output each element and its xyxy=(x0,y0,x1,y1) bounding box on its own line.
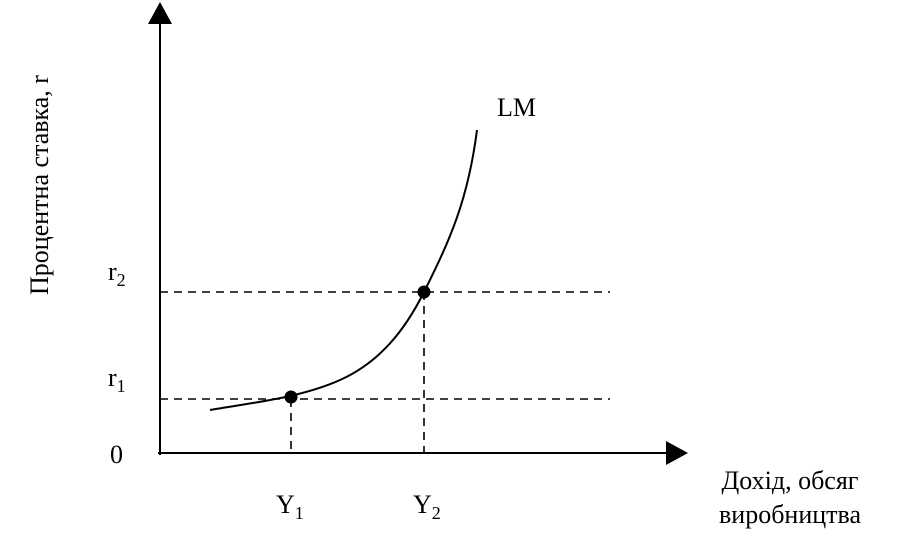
label-sub: 2 xyxy=(117,270,126,290)
origin-label: 0 xyxy=(110,440,123,469)
y-level-label: r1 xyxy=(108,363,126,396)
curve-label: LM xyxy=(497,93,536,122)
x-axis-arrow xyxy=(666,441,688,465)
y-level-label: r2 xyxy=(108,257,126,290)
x-level-label: Y1 xyxy=(276,490,304,523)
y-axis-arrow xyxy=(148,2,172,24)
x-axis-label: виробництва xyxy=(719,500,861,529)
label-sub: 1 xyxy=(295,503,304,523)
lm-curve xyxy=(209,129,478,411)
label-main: Y xyxy=(413,490,432,519)
equilibrium-point xyxy=(417,285,431,299)
label-sub: 2 xyxy=(432,503,441,523)
label-main: r xyxy=(108,363,117,392)
label-sub: 1 xyxy=(117,376,126,396)
y-axis-label: Процентна ставка, r xyxy=(25,75,54,295)
equilibrium-point xyxy=(284,390,298,404)
label-main: Y xyxy=(276,490,295,519)
x-axis-label: Дохід, обсяг xyxy=(722,466,859,495)
label-main: r xyxy=(108,257,117,286)
x-level-label: Y2 xyxy=(413,490,441,523)
